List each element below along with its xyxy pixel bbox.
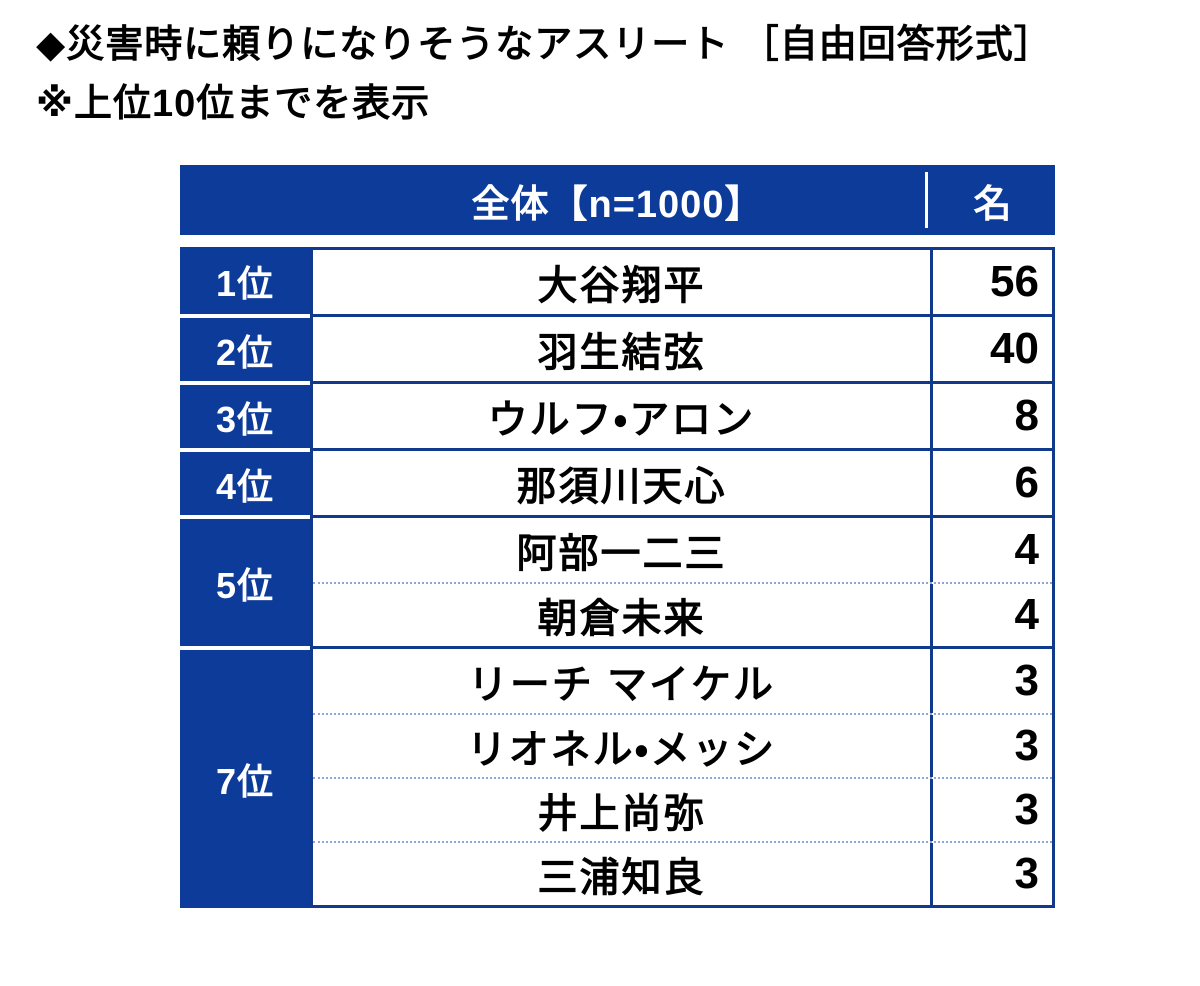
rank-group-rows: 大谷翔平 56 (310, 247, 1055, 314)
table-row: 朝倉未来 4 (313, 582, 1052, 646)
table-row: 那須川天心 6 (313, 451, 1052, 515)
table-row: リーチ マイケル 3 (313, 649, 1052, 713)
page-title: ◆災害時に頼りになりそうなアスリート ［自由回答形式］ ※上位10位までを表示 (36, 16, 1053, 134)
table-row: 三浦知良 3 (313, 841, 1052, 905)
rank-group-3: 3位 ウルフ・アロン 8 (180, 381, 1055, 448)
vote-count: 4 (930, 518, 1052, 582)
header-unit-label: 名 (973, 183, 1012, 226)
rank-cell: 5位 (180, 515, 310, 646)
athlete-name: 井上尚弥 (537, 792, 706, 836)
header-sample-label: 全体【n=1000】 (471, 183, 764, 226)
header-divider (925, 172, 928, 228)
vote-count: 3 (930, 779, 1052, 841)
table-row: 阿部一二三 4 (313, 518, 1052, 582)
athlete-name: 阿部一二三 (516, 532, 727, 576)
rank-group-1: 1位 大谷翔平 56 (180, 247, 1055, 314)
rank-cell: 7位 (180, 646, 310, 908)
vote-count: 56 (930, 250, 1052, 314)
rank-cell: 2位 (180, 314, 310, 381)
table-row: 大谷翔平 56 (313, 250, 1052, 314)
vote-count: 3 (930, 715, 1052, 777)
table-row: 井上尚弥 3 (313, 777, 1052, 841)
rank-group-4: 4位 那須川天心 6 (180, 448, 1055, 515)
athlete-name: 三浦知良 (537, 856, 706, 900)
vote-count: 6 (930, 451, 1052, 515)
ranking-table: 全体【n=1000】 名 1位 大谷翔平 56 2位 羽生結弦 (180, 165, 1055, 908)
athlete-name: 那須川天心 (516, 465, 727, 509)
rank-group-5: 5位 阿部一二三 4 朝倉未来 4 (180, 515, 1055, 646)
athlete-name: 大谷翔平 (537, 264, 706, 308)
rank-group-rows: 羽生結弦 40 (310, 314, 1055, 381)
athlete-name: 羽生結弦 (537, 331, 706, 375)
rank-group-rows: リーチ マイケル 3 リオネル・メッシ 3 井上尚弥 3 三浦知良 3 (310, 646, 1055, 908)
table-body: 1位 大谷翔平 56 2位 羽生結弦 40 3位 (180, 247, 1055, 908)
rank-group-rows: ウルフ・アロン 8 (310, 381, 1055, 448)
table-row: 羽生結弦 40 (313, 317, 1052, 381)
vote-count: 3 (930, 843, 1052, 905)
athlete-name: 朝倉未来 (537, 597, 706, 641)
rank-group-rows: 阿部一二三 4 朝倉未来 4 (310, 515, 1055, 646)
table-row: リオネル・メッシ 3 (313, 713, 1052, 777)
rank-cell: 3位 (180, 381, 310, 448)
vote-count: 40 (930, 317, 1052, 381)
athlete-name: ウルフ・アロン (487, 398, 756, 442)
table-header: 全体【n=1000】 名 (180, 165, 1055, 235)
athlete-name: リオネル・メッシ (466, 728, 777, 772)
vote-count: 3 (930, 649, 1052, 713)
vote-count: 8 (930, 384, 1052, 448)
rank-group-7: 7位 リーチ マイケル 3 リオネル・メッシ 3 井上尚弥 3 (180, 646, 1055, 908)
title-line-2: ※上位10位までを表示 (36, 82, 431, 125)
rank-cell: 4位 (180, 448, 310, 515)
rank-group-2: 2位 羽生結弦 40 (180, 314, 1055, 381)
rank-group-rows: 那須川天心 6 (310, 448, 1055, 515)
rank-cell: 1位 (180, 247, 310, 314)
vote-count: 4 (930, 584, 1052, 646)
table-row: ウルフ・アロン 8 (313, 384, 1052, 448)
athlete-name: リーチ マイケル (467, 663, 776, 707)
title-line-1: ◆災害時に頼りになりそうなアスリート ［自由回答形式］ (36, 24, 1053, 66)
